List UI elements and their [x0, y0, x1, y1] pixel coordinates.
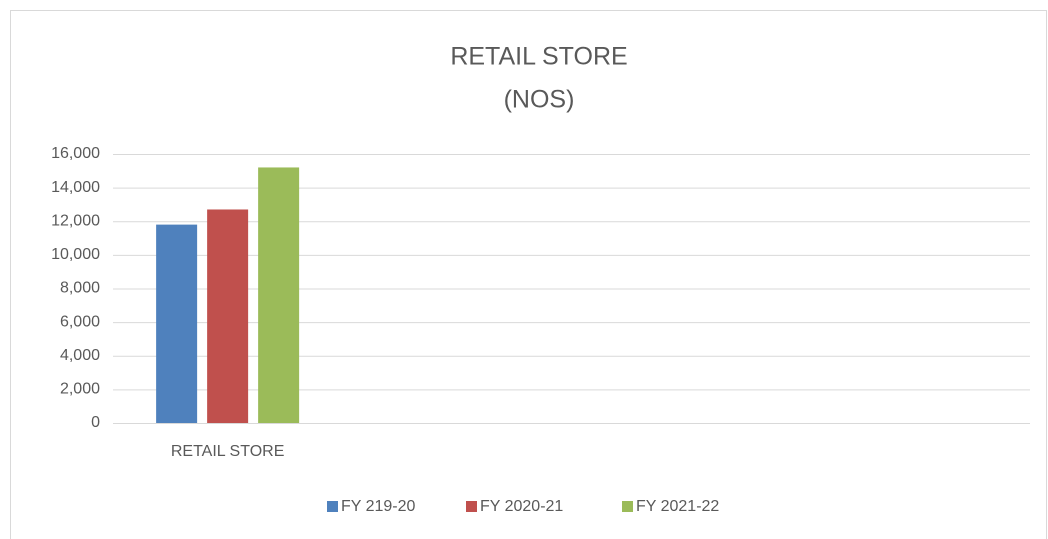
x-tick-label: RETAIL STORE [171, 443, 285, 460]
legend-swatch [327, 501, 338, 512]
y-tick-label: 12,000 [51, 212, 100, 229]
y-tick-label: 0 [91, 414, 100, 431]
chart-title: RETAIL STORE [450, 43, 627, 71]
bar [258, 167, 300, 423]
bar [156, 224, 198, 423]
y-tick-label: 14,000 [51, 179, 100, 196]
legend-label: FY 2021-22 [636, 498, 719, 515]
chart-subtitle: (NOS) [504, 86, 575, 114]
y-tick-label: 2,000 [60, 381, 100, 398]
y-tick-label: 4,000 [60, 347, 100, 364]
legend-label: FY 2020-21 [480, 498, 563, 515]
y-tick-label: 10,000 [51, 246, 100, 263]
legend-swatch [622, 501, 633, 512]
legend-swatch [466, 501, 477, 512]
bar [207, 209, 249, 423]
legend-label: FY 219-20 [341, 498, 416, 515]
y-tick-label: 16,000 [51, 145, 100, 162]
y-tick-label: 8,000 [60, 280, 100, 297]
y-tick-label: 6,000 [60, 313, 100, 330]
